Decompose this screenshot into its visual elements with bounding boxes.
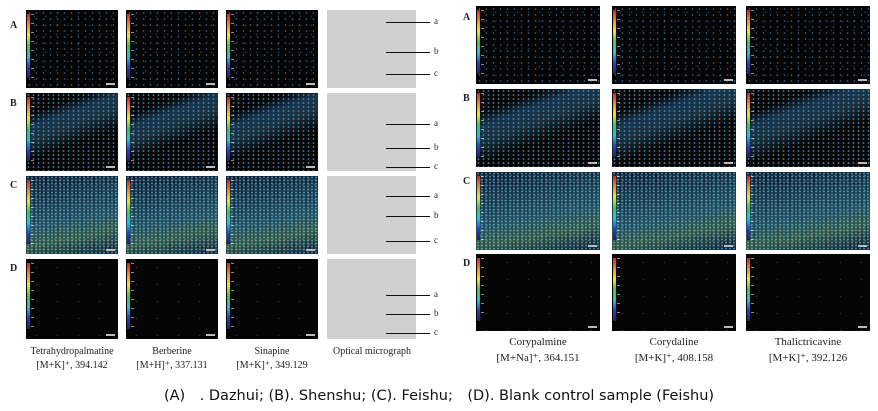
layer-label-a: a	[434, 16, 438, 26]
msi-image-thalictricavine-B	[746, 89, 870, 167]
msi-image-tetrahydropalmatine-D	[26, 259, 118, 339]
msi-image-corydaline-B	[612, 89, 736, 167]
pointer-line	[386, 74, 430, 75]
compound-name: Tetrahydropalmatine	[30, 346, 114, 357]
msi-image-berberine-B	[126, 93, 218, 171]
pointer-line	[386, 295, 430, 296]
layer-label-c: c	[434, 161, 438, 171]
ion-annotation: [M+K]⁺, 394.142	[36, 360, 108, 371]
compound-label-thalictricavine: Thalictricavine [M+K]⁺, 392.126	[746, 334, 870, 366]
pointer-line	[386, 167, 430, 168]
msi-image-thalictricavine-D	[746, 254, 870, 331]
msi-image-corydaline-D	[612, 254, 736, 331]
layer-label-c: c	[434, 327, 438, 337]
compound-label-berberine: Berberine [M+H]⁺, 337.131	[116, 345, 228, 373]
layer-label-c: c	[434, 235, 438, 245]
msi-image-sinapine-D	[226, 259, 318, 339]
pointer-line	[386, 241, 430, 242]
msi-image-tetrahydropalmatine-C	[26, 176, 118, 254]
pointer-line	[386, 22, 430, 23]
compound-label-tetrahydropalmatine: Tetrahydropalmatine [M+K]⁺, 394.142	[6, 345, 138, 373]
compound-label-sinapine: Sinapine [M+K]⁺, 349.129	[216, 345, 328, 373]
msi-image-berberine-D	[126, 259, 218, 339]
msi-image-berberine-C	[126, 176, 218, 254]
layer-label-a: a	[434, 289, 438, 299]
row-label-D: D	[10, 263, 18, 274]
pointer-line	[386, 216, 430, 217]
optical-micrograph-B	[327, 93, 416, 171]
ion-annotation: [M+K]⁺, 349.129	[236, 360, 308, 371]
figure-caption: (A) . Dazhui; (B). Shenshu; (C). Feishu;…	[163, 388, 715, 404]
pointer-line	[386, 148, 430, 149]
pointer-line	[386, 124, 430, 125]
msi-image-corydaline-C	[612, 172, 736, 250]
msi-image-tetrahydropalmatine-A	[26, 10, 118, 88]
msi-image-thalictricavine-C	[746, 172, 870, 250]
row-label-A: A	[463, 12, 471, 23]
msi-image-corydaline-A	[612, 6, 736, 84]
pointer-line	[386, 314, 430, 315]
ion-annotation: [M+K]⁺, 392.126	[768, 352, 848, 364]
row-label-D: D	[463, 258, 471, 269]
ion-annotation: [M+H]⁺, 337.131	[136, 360, 208, 371]
msi-image-corypalmine-D	[476, 254, 600, 331]
pointer-line	[386, 196, 430, 197]
compound-name: Corypalmine	[509, 336, 567, 348]
compound-label-corydaline: Corydaline [M+K]⁺, 408.158	[612, 334, 736, 366]
msi-image-berberine-A	[126, 10, 218, 88]
optical-micrograph-D	[327, 259, 416, 339]
row-label-C: C	[463, 176, 471, 187]
msi-image-corypalmine-B	[476, 89, 600, 167]
msi-image-corypalmine-A	[476, 6, 600, 84]
msi-image-corypalmine-C	[476, 172, 600, 250]
row-label-B: B	[463, 93, 470, 104]
layer-label-a: a	[434, 118, 438, 128]
compound-name: Berberine	[152, 346, 192, 357]
msi-image-sinapine-B	[226, 93, 318, 171]
layer-label-b: b	[434, 210, 439, 220]
compound-name: Corydaline	[649, 336, 699, 348]
msi-image-tetrahydropalmatine-B	[26, 93, 118, 171]
compound-name: Sinapine	[254, 346, 290, 357]
ion-annotation: [M+Na]⁺, 364.151	[496, 352, 580, 364]
ion-annotation: [M+K]⁺, 408.158	[634, 352, 714, 364]
msi-image-sinapine-C	[226, 176, 318, 254]
row-label-C: C	[10, 180, 18, 191]
pointer-line	[386, 52, 430, 53]
layer-label-b: b	[434, 46, 439, 56]
pointer-line	[386, 333, 430, 334]
compound-name: Optical micrograph	[332, 346, 412, 357]
optical-micrograph-A	[327, 10, 416, 88]
compound-name: Thalictricavine	[774, 336, 842, 348]
row-label-B: B	[10, 98, 17, 109]
row-label-A: A	[10, 20, 18, 31]
msi-image-thalictricavine-A	[746, 6, 870, 84]
layer-label-c: c	[434, 68, 438, 78]
layer-label-b: b	[434, 308, 439, 318]
layer-label-b: b	[434, 142, 439, 152]
compound-label-corypalmine: Corypalmine [M+Na]⁺, 364.151	[476, 334, 600, 366]
msi-image-sinapine-A	[226, 10, 318, 88]
compound-label-optical: Optical micrograph	[316, 345, 428, 359]
layer-label-a: a	[434, 190, 438, 200]
